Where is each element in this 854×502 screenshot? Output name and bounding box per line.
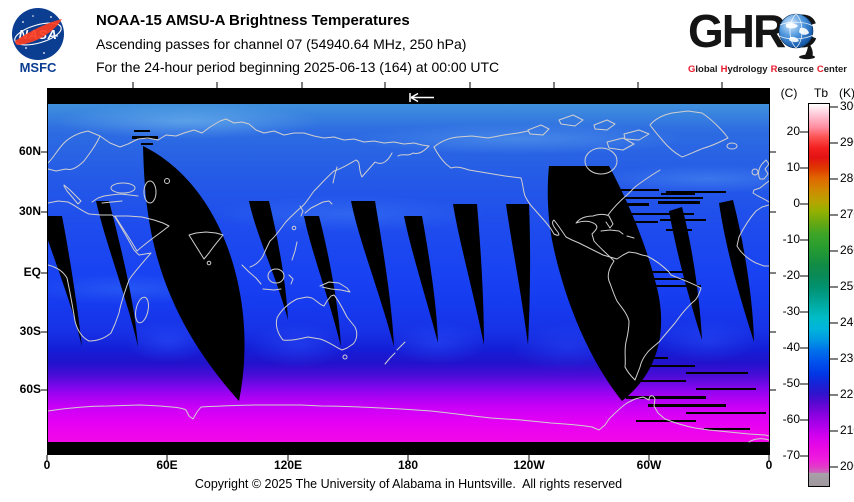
celsius-label-10: 10 bbox=[786, 160, 800, 174]
kelvin-label-240: 240 bbox=[840, 315, 854, 329]
ghrc-globe-icon bbox=[774, 10, 820, 62]
coastlines-group bbox=[48, 110, 769, 443]
celsius-label-minus70: -70 bbox=[782, 448, 800, 462]
kelvin-label-280: 280 bbox=[840, 171, 854, 185]
celsius-label-minus60: -60 bbox=[782, 412, 800, 426]
kelvin-label-300: 300 bbox=[840, 99, 854, 113]
lat-label-60n: 60N bbox=[18, 144, 41, 158]
lon-label-180: 180 bbox=[397, 458, 419, 472]
lat-label-60s: 60S bbox=[19, 382, 41, 396]
kelvin-label-250: 250 bbox=[840, 279, 854, 293]
celsius-label-minus30: -30 bbox=[782, 304, 800, 318]
title-line-3: For the 24-hour period beginning 2025-06… bbox=[96, 59, 500, 75]
copyright-text: Copyright © 2025 The University of Alaba… bbox=[194, 477, 623, 491]
kelvin-label-200: 200 bbox=[840, 459, 854, 473]
kelvin-label-260: 260 bbox=[840, 243, 854, 257]
lat-label-30s: 30S bbox=[19, 324, 41, 338]
kelvin-label-290: 290 bbox=[840, 135, 854, 149]
nasa-logo: NASA bbox=[11, 7, 65, 61]
lon-label-120e: 120E bbox=[273, 458, 303, 472]
lat-label-30n: 30N bbox=[18, 204, 41, 218]
reset-arrow-icon bbox=[409, 92, 434, 103]
celsius-label-minus10: -10 bbox=[782, 232, 800, 246]
lon-label-0-right: 0 bbox=[765, 458, 773, 472]
ghrc-tagline: Global Hydrology Resource Center bbox=[688, 64, 847, 75]
map-overlay-svg bbox=[48, 92, 769, 443]
ghrc-logo: GHRC Global Hydrology Resource Center bbox=[688, 5, 852, 76]
celsius-label-minus50: -50 bbox=[782, 376, 800, 390]
colorbar-unit-celsius: (C) bbox=[780, 86, 798, 100]
lon-label-60e: 60E bbox=[156, 458, 178, 472]
map-top-gap-strip bbox=[48, 89, 769, 104]
celsius-label-0: 0 bbox=[793, 196, 800, 210]
missing-swaths-group bbox=[48, 130, 766, 430]
kelvin-label-210: 210 bbox=[840, 423, 854, 437]
lon-label-60w: 60W bbox=[636, 458, 662, 472]
celsius-label-minus20: -20 bbox=[782, 268, 800, 282]
colorbar-unit-kelvin: (K) bbox=[839, 86, 854, 100]
lon-label-0-left: 0 bbox=[43, 458, 51, 472]
celsius-label-minus40: -40 bbox=[782, 340, 800, 354]
msfc-label: MSFC bbox=[19, 60, 57, 75]
colorbar-gradient bbox=[808, 103, 830, 487]
title-line-2: Ascending passes for channel 07 (54940.6… bbox=[96, 36, 467, 52]
lon-label-120w: 120W bbox=[513, 458, 545, 472]
map-plot bbox=[47, 88, 770, 455]
kelvin-label-230: 230 bbox=[840, 351, 854, 365]
map-bottom-gap-strip bbox=[48, 442, 769, 454]
lat-label-eq: EQ bbox=[23, 265, 41, 279]
celsius-label-20: 20 bbox=[786, 124, 800, 138]
title-line-1: NOAA-15 AMSU-A Brightness Temperatures bbox=[96, 12, 410, 29]
kelvin-label-220: 220 bbox=[840, 387, 854, 401]
colorbar-quantity-label: Tb bbox=[813, 86, 828, 100]
kelvin-label-270: 270 bbox=[840, 207, 854, 221]
